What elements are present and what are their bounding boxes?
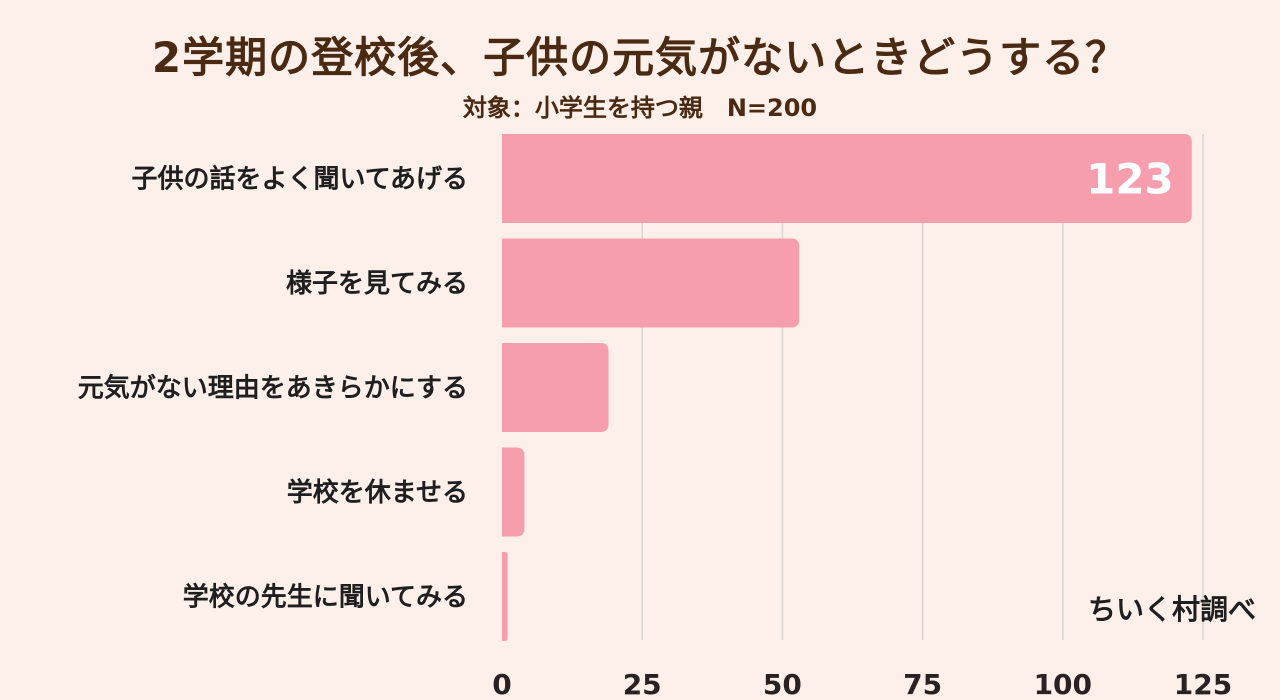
x-tick-label: 25 — [623, 668, 662, 700]
chart-title: 2学期の登校後、子供の元気がないときどうする？ — [151, 33, 1129, 82]
x-axis-ticks: 0 25 50 75 100 125 — [492, 668, 1232, 700]
category-label: 子供の話をよく聞いてあげる — [132, 164, 468, 195]
category-label: 学校の先生に聞いてみる — [183, 582, 468, 613]
bar-4 — [502, 552, 508, 641]
bars: 123 — [502, 134, 1192, 641]
category-labels: 子供の話をよく聞いてあげる様子を見てみる元気がない理由をあきらかにする学校を休ま… — [78, 164, 468, 613]
bar-1 — [502, 238, 800, 328]
x-tick-label: 125 — [1174, 668, 1232, 700]
x-tick-label: 0 — [492, 668, 511, 700]
category-label: 元気がない理由をあきらかにする — [78, 373, 468, 404]
bar-0 — [502, 134, 1192, 223]
category-label: 様子を見てみる — [286, 268, 468, 299]
source-credit: ちいく村調べ — [1087, 593, 1256, 626]
bar-2 — [502, 343, 609, 432]
x-tick-label: 75 — [903, 668, 942, 700]
bar-3 — [502, 447, 525, 537]
x-tick-label: 50 — [763, 668, 802, 700]
data-label: 123 — [1086, 155, 1174, 204]
category-label: 学校を休ませる — [287, 477, 468, 508]
x-tick-label: 100 — [1034, 668, 1092, 700]
chart-subtitle: 対象：小学生を持つ親 N=200 — [462, 94, 818, 122]
